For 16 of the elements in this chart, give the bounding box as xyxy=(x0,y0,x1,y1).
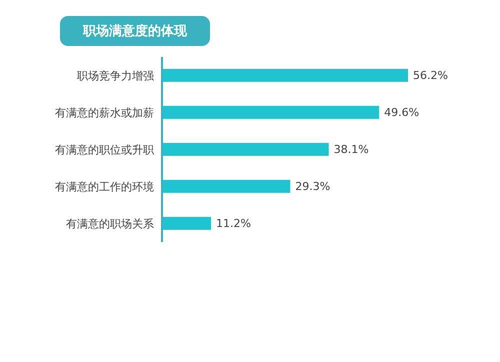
bar xyxy=(162,106,380,119)
data-label: 38.1% xyxy=(334,143,369,156)
y-tick-label: 有满意的职场关系 xyxy=(66,217,154,230)
y-tick-label: 有满意的薪水或加薪 xyxy=(55,106,154,120)
data-label: 11.2% xyxy=(216,217,251,230)
y-tick-label: 有满意的工作的环境 xyxy=(55,180,154,194)
data-label: 49.6% xyxy=(384,106,420,120)
bar xyxy=(162,68,408,82)
data-label: 56.2% xyxy=(413,69,448,82)
bar xyxy=(162,180,290,193)
y-tick-label: 有满意的职位或升职 xyxy=(55,143,154,156)
data-label: 29.3% xyxy=(295,180,330,194)
chart-title: 职场满意度的体现 xyxy=(60,16,210,46)
bar xyxy=(162,216,212,230)
bar xyxy=(162,142,329,156)
y-tick-label: 职场竞争力增强 xyxy=(77,69,154,82)
